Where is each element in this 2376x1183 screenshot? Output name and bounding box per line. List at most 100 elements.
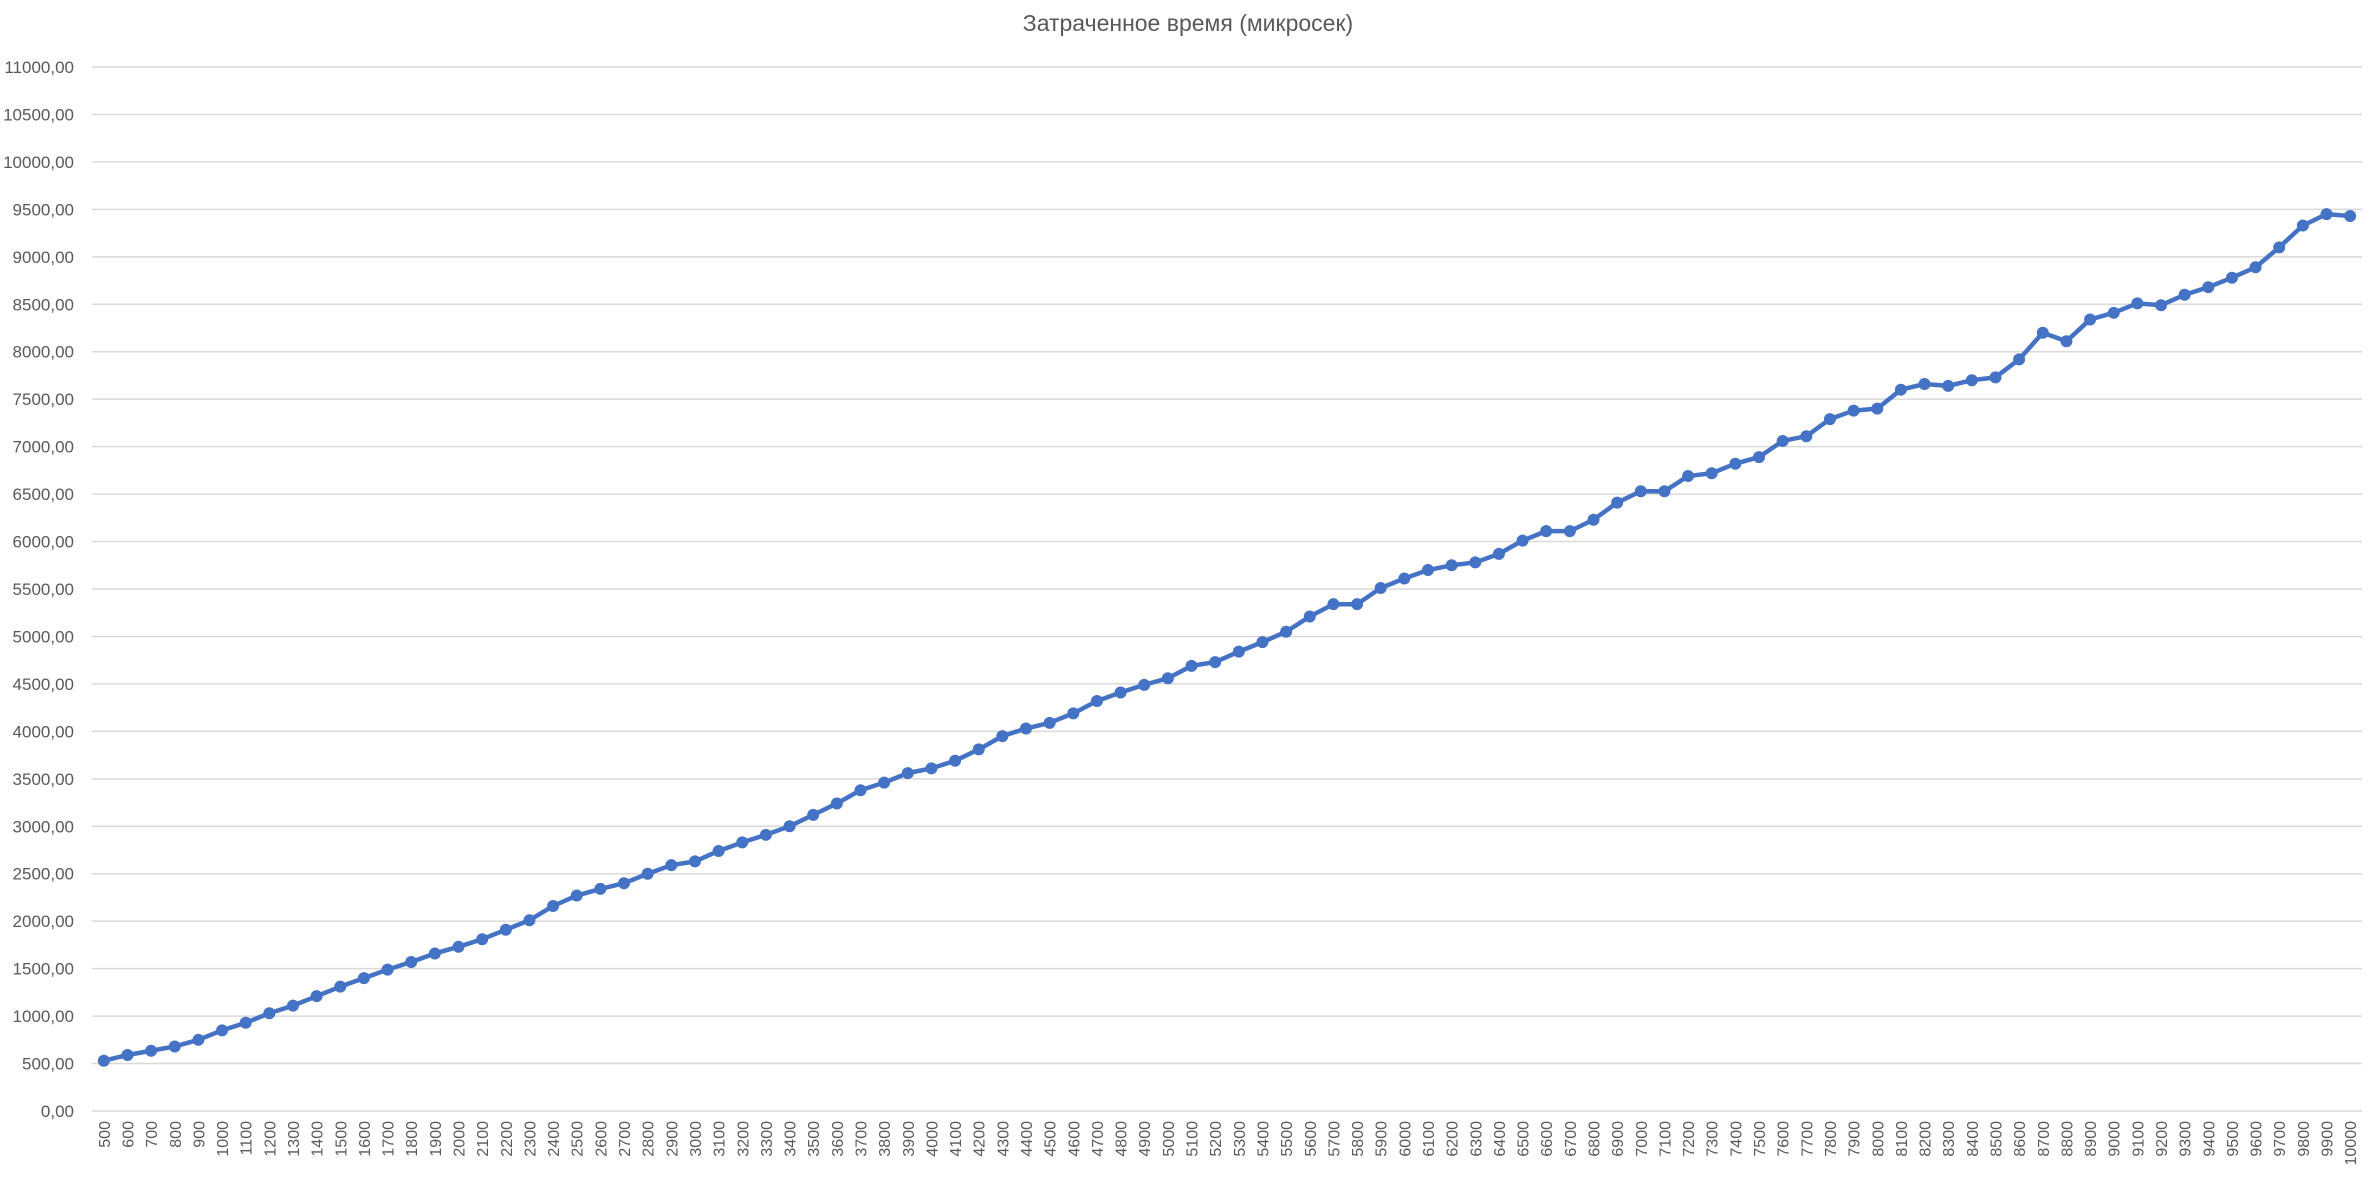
data-point [1280, 625, 1293, 638]
data-point [1965, 374, 1978, 387]
y-tick-label: 1500,00 [13, 960, 74, 979]
data-point [499, 923, 512, 936]
x-tick-label: 6500 [1516, 1121, 1533, 1157]
data-point [168, 1040, 181, 1053]
x-tick-label: 3400 [783, 1121, 800, 1157]
data-point [1516, 534, 1529, 547]
x-tick-label: 1500 [333, 1121, 350, 1157]
series-line [101, 211, 2353, 1063]
y-tick-label: 10500,00 [3, 105, 74, 124]
x-tick-label: 8100 [1894, 1121, 1911, 1157]
x-tick-label: 3700 [853, 1121, 870, 1157]
data-point [2296, 219, 2309, 232]
x-tick-label: 7300 [1705, 1121, 1722, 1157]
data-point [476, 933, 489, 946]
x-axis-tick-labels: 500 600 700 800 900 1000 1100 1200 1300 1400 1500 1… [97, 1121, 2360, 1166]
x-tick-label: 7400 [1728, 1121, 1745, 1157]
data-point [1492, 547, 1505, 560]
x-tick-label: 9800 [2296, 1121, 2313, 1157]
x-tick-label: 5500 [1279, 1121, 1296, 1157]
data-point [523, 914, 536, 927]
data-point [665, 859, 678, 872]
x-tick-label: 1300 [286, 1121, 303, 1157]
data-point [759, 828, 772, 841]
x-tick-label: 4300 [995, 1121, 1012, 1157]
x-tick-label: 1700 [381, 1121, 398, 1157]
x-tick-label: 7200 [1681, 1121, 1698, 1157]
y-tick-label: 500,00 [22, 1055, 74, 1074]
y-tick-label: 8000,00 [13, 343, 74, 362]
data-point [1753, 451, 1766, 464]
y-tick-label: 5500,00 [13, 580, 74, 599]
x-tick-label: 1400 [310, 1121, 327, 1157]
data-point [2155, 299, 2168, 312]
x-tick-label: 4900 [1137, 1121, 1154, 1157]
data-point [1894, 383, 1907, 396]
y-tick-label: 7500,00 [13, 390, 74, 409]
x-tick-label: 8600 [2012, 1121, 2029, 1157]
data-point [1587, 513, 1600, 526]
x-tick-label: 2800 [641, 1121, 658, 1157]
data-point [1114, 686, 1127, 699]
x-tick-label: 1800 [404, 1121, 421, 1157]
x-tick-label: 900 [191, 1121, 208, 1148]
data-point [121, 1049, 134, 1062]
y-axis-tick-labels: 0,00 500,00 1000,00 1500,00 2000,00 2500,00 30… [3, 58, 74, 1121]
data-point [1540, 525, 1553, 538]
data-point [1871, 402, 1884, 415]
data-point [641, 867, 654, 880]
data-point [1232, 645, 1245, 658]
x-tick-label: 5900 [1374, 1121, 1391, 1157]
data-point [878, 776, 891, 789]
x-tick-label: 6200 [1445, 1121, 1462, 1157]
x-tick-label: 8800 [2059, 1121, 2076, 1157]
y-tick-label: 11000,00 [4, 58, 74, 77]
x-tick-label: 2500 [570, 1121, 587, 1157]
data-point [1989, 371, 2002, 384]
x-tick-label: 9300 [2178, 1121, 2195, 1157]
data-point [1445, 559, 1458, 572]
y-tick-label: 8500,00 [13, 295, 74, 314]
data-point [216, 1024, 229, 1037]
y-tick-label: 4000,00 [13, 722, 74, 741]
x-tick-label: 2700 [617, 1121, 634, 1157]
data-point [949, 754, 962, 767]
x-tick-label: 5300 [1232, 1121, 1249, 1157]
x-tick-label: 5400 [1255, 1121, 1272, 1157]
data-point [2131, 297, 2144, 310]
x-tick-label: 600 [120, 1121, 137, 1148]
x-tick-label: 10000 [2343, 1121, 2360, 1166]
data-point [1800, 430, 1813, 443]
data-point [263, 1007, 276, 1020]
data-point [192, 1033, 205, 1046]
x-tick-label: 8200 [1918, 1121, 1935, 1157]
y-tick-label: 9500,00 [13, 200, 74, 219]
x-tick-label: 700 [144, 1121, 161, 1148]
x-tick-label: 5800 [1350, 1121, 1367, 1157]
data-point [901, 767, 914, 780]
x-tick-label: 4400 [1019, 1121, 1036, 1157]
data-point [996, 730, 1009, 743]
x-tick-label: 2200 [499, 1121, 516, 1157]
x-tick-label: 4200 [972, 1121, 989, 1157]
y-tick-label: 6000,00 [13, 533, 74, 552]
y-tick-label: 1000,00 [13, 1007, 74, 1026]
x-tick-label: 1000 [215, 1121, 232, 1157]
x-tick-label: 6600 [1539, 1121, 1556, 1157]
data-point [310, 990, 323, 1003]
data-point [712, 844, 725, 857]
data-point [925, 762, 938, 775]
data-point [1776, 434, 1789, 447]
series-points [97, 208, 2357, 1067]
data-point [2249, 261, 2262, 274]
x-tick-label: 3200 [735, 1121, 752, 1157]
x-tick-label: 3000 [688, 1121, 705, 1157]
x-tick-label: 2100 [475, 1121, 492, 1157]
chart-title: Затраченное время (микросек) [1022, 10, 1354, 36]
data-point [688, 855, 701, 868]
data-point [1847, 404, 1860, 417]
data-point [1398, 572, 1411, 585]
data-point [1942, 379, 1955, 392]
data-point [405, 955, 418, 968]
data-point [1209, 656, 1222, 669]
